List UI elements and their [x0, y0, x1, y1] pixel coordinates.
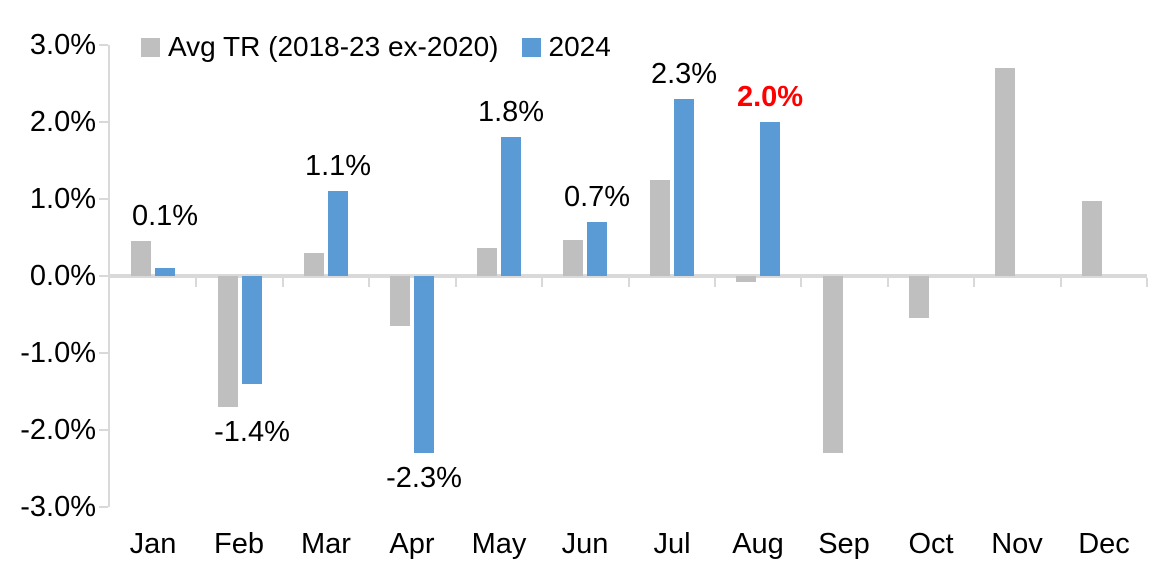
x-axis-tick	[800, 278, 802, 287]
x-axis-month-label: Sep	[818, 528, 870, 560]
y-axis-tick	[99, 506, 108, 508]
data-label-may: 1.8%	[477, 96, 545, 128]
data-label-jun: 0.7%	[563, 181, 631, 213]
x-axis-line	[108, 274, 1147, 278]
x-axis-tick	[887, 278, 889, 287]
legend-swatch-avg-tr	[141, 37, 160, 57]
legend-label-avg-tr: Avg TR (2018-23 ex-2020)	[168, 31, 499, 62]
legend-item-avg-tr: Avg TR (2018-23 ex-2020)	[141, 30, 499, 64]
x-axis-month-label: Jan	[129, 528, 177, 560]
y-axis-tick-label: -1.0%	[20, 337, 96, 369]
x-axis-tick	[973, 278, 975, 287]
data-label-aug: 2.0%	[736, 81, 804, 113]
y-axis-tick-label: 3.0%	[29, 29, 96, 61]
bar-avg-tr-may	[477, 248, 497, 276]
x-axis-month-label: Aug	[732, 528, 784, 560]
legend-swatch-2024	[521, 37, 541, 57]
x-axis-month-label: Mar	[301, 528, 351, 560]
x-axis-tick	[628, 278, 630, 287]
bar-2024-jan	[155, 268, 175, 276]
bar-2024-feb	[242, 276, 262, 384]
x-axis-month-label: Oct	[908, 528, 954, 560]
data-label-feb: -1.4%	[214, 416, 290, 448]
bar-avg-tr-apr	[390, 276, 410, 326]
y-axis-tick	[99, 198, 108, 200]
bar-2024-may	[501, 137, 521, 276]
data-label-apr: -2.3%	[386, 462, 462, 494]
y-axis-tick-label: 0.0%	[29, 260, 96, 292]
y-axis-tick-label: 2.0%	[29, 106, 96, 138]
y-axis-tick	[99, 44, 108, 46]
bar-avg-tr-aug	[736, 276, 756, 282]
bar-avg-tr-feb	[218, 276, 238, 407]
legend: Avg TR (2018-23 ex-2020) 2024	[141, 30, 611, 64]
y-axis-tick-label: 1.0%	[29, 183, 96, 215]
x-axis-month-label: May	[471, 528, 527, 560]
bar-avg-tr-nov	[995, 68, 1015, 276]
x-axis-tick	[282, 278, 284, 287]
bar-avg-tr-jul	[650, 180, 670, 276]
bar-avg-tr-dec	[1082, 201, 1102, 276]
data-label-jul: 2.3%	[650, 58, 718, 90]
bar-2024-aug	[760, 122, 780, 276]
x-axis-month-label: Dec	[1078, 528, 1130, 560]
bar-avg-tr-sep	[823, 276, 843, 453]
y-axis-tick	[99, 429, 108, 431]
legend-item-2024: 2024	[521, 30, 611, 64]
legend-label-2024: 2024	[548, 31, 611, 62]
x-axis-tick	[368, 278, 370, 287]
x-axis-tick	[1060, 278, 1062, 287]
x-axis-tick	[541, 278, 543, 287]
x-axis-tick	[1146, 278, 1148, 287]
y-axis-tick	[99, 352, 108, 354]
bar-2024-jul	[674, 99, 694, 276]
y-axis-tick	[99, 275, 108, 277]
x-axis-month-label: Jun	[561, 528, 609, 560]
bar-2024-mar	[328, 191, 348, 276]
bar-avg-tr-jan	[131, 241, 151, 276]
x-axis-month-label: Nov	[991, 528, 1043, 560]
bar-avg-tr-mar	[304, 253, 324, 276]
x-axis-tick	[455, 278, 457, 287]
data-label-mar: 1.1%	[304, 150, 372, 182]
bar-2024-jun	[587, 222, 607, 276]
y-axis-tick-label: -2.0%	[20, 414, 96, 446]
data-label-jan: 0.1%	[131, 200, 199, 232]
x-axis-month-label: Feb	[214, 528, 264, 560]
x-axis-tick	[195, 278, 197, 287]
y-axis-tick	[99, 121, 108, 123]
bar-2024-apr	[414, 276, 434, 453]
bar-avg-tr-oct	[909, 276, 929, 318]
y-axis-tick-label: -3.0%	[20, 491, 96, 523]
x-axis-month-label: Jul	[653, 528, 691, 560]
bar-avg-tr-jun	[563, 240, 583, 276]
x-axis-tick	[714, 278, 716, 287]
x-axis-month-label: Apr	[389, 528, 435, 560]
